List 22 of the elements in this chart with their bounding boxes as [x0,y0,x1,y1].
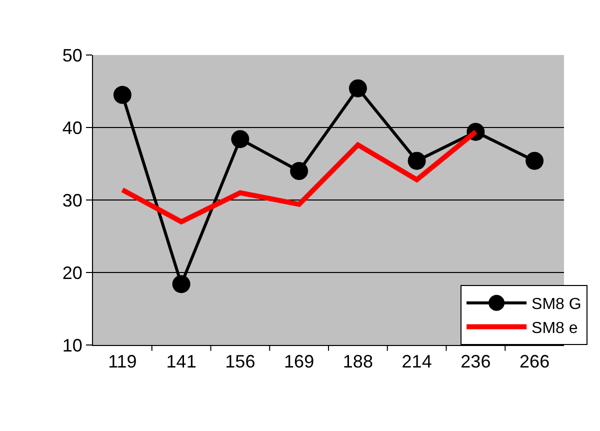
x-tick-label: 266 [520,352,550,372]
legend-label: SM8 G [532,296,582,314]
legend-label: SM8 e [532,320,578,337]
point [113,86,132,104]
point [348,79,367,98]
x-tick-label: 188 [342,352,373,372]
x-tick-label: 119 [108,352,137,372]
point [290,162,308,180]
point [526,152,544,170]
x-tick-label: 236 [460,352,491,372]
x-tick-label: 156 [225,352,256,372]
y-tick-label: 40 [62,118,82,138]
y-tick-label: 30 [62,190,82,210]
y-tick-label: 20 [62,262,82,283]
y-tick-label: 10 [62,335,82,356]
x-tick-label: 214 [402,352,432,372]
x-tick-label: 169 [284,352,314,372]
point [172,275,190,294]
point [231,130,250,148]
y-tick-label: 50 [62,45,82,66]
x-tick-label: 141 [166,352,196,372]
point [408,152,426,170]
